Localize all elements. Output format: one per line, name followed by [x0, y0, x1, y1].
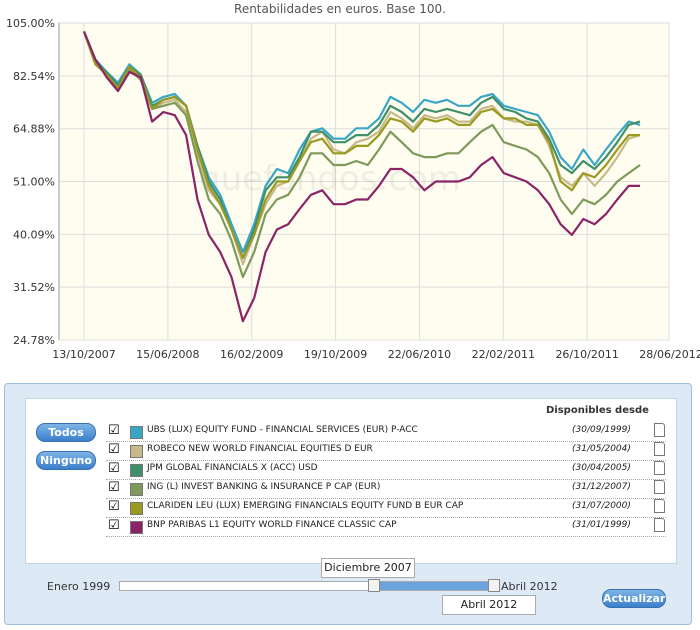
fund-checkbox[interactable]: ☑	[108, 461, 120, 476]
fund-name: JPM GLOBAL FINANCIALS X (ACC) USD	[147, 463, 318, 473]
y-tick-label: 82.54%	[13, 70, 55, 83]
slider-start-handle[interactable]	[368, 579, 381, 592]
fund-row: ☑ ROBECO NEW WORLD FINANCIAL EQUITIES D E…	[106, 442, 666, 461]
slider-end-handle[interactable]	[488, 579, 500, 592]
fund-row: ☑ JPM GLOBAL FINANCIALS X (ACC) USD (30/04…	[106, 461, 666, 480]
series-line-1	[82, 31, 641, 254]
select-none-button[interactable]: Ninguno	[36, 451, 96, 470]
fund-checkbox[interactable]: ☑	[108, 423, 120, 438]
series-line-4	[82, 31, 641, 279]
fund-available-date: (30/09/1999)	[572, 425, 631, 435]
fund-row: ☑ UBS (LUX) EQUITY FUND - FINANCIAL SERVI…	[106, 423, 666, 442]
series-line-6	[82, 31, 640, 323]
x-tick-label: 22/06/2010	[388, 348, 451, 361]
fund-available-date: (31/01/1999)	[572, 520, 631, 530]
y-tick-label: 24.78%	[13, 334, 55, 347]
fund-name: ING (L) INVEST BANKING & INSURANCE P CAP…	[147, 482, 381, 492]
fund-color-swatch	[130, 502, 143, 515]
x-tick-label: 15/06/2008	[136, 348, 199, 361]
fund-row: ☑ CLARIDEN LEU (LUX) EMERGING FINANCIALS …	[106, 499, 666, 518]
series-line-5	[82, 31, 640, 260]
fund-color-swatch	[130, 464, 143, 477]
x-tick-label: 16/02/2009	[220, 348, 283, 361]
fund-name: ROBECO NEW WORLD FINANCIAL EQUITIES D EU…	[147, 444, 373, 454]
fund-checkbox[interactable]: ☑	[108, 518, 120, 533]
document-icon[interactable]	[654, 442, 665, 456]
fund-available-date: (31/12/2007)	[572, 482, 631, 492]
x-tick-label: 28/06/2012	[639, 348, 700, 361]
chart-title: Rentabilidades en euros. Base 100.	[234, 2, 446, 16]
document-icon[interactable]	[654, 518, 665, 532]
document-icon[interactable]	[654, 499, 665, 513]
fund-name: CLARIDEN LEU (LUX) EMERGING FINANCIALS E…	[147, 501, 464, 511]
update-button[interactable]: Actualizar	[602, 589, 666, 608]
fund-color-swatch	[130, 445, 143, 458]
fund-available-date: (30/04/2005)	[572, 463, 631, 473]
fund-checkbox[interactable]: ☑	[108, 442, 120, 457]
fund-name: UBS (LUX) EQUITY FUND - FINANCIAL SERVIC…	[147, 425, 418, 435]
x-tick-label: 19/10/2009	[304, 348, 367, 361]
series-line-2	[82, 31, 641, 266]
slider-start-tooltip: Diciembre 2007	[321, 558, 415, 578]
watermark: quefondos.com	[199, 159, 461, 199]
available-since-header: Disponibles desde	[546, 405, 649, 416]
fund-color-swatch	[130, 483, 143, 496]
y-tick-label: 64.88%	[13, 123, 55, 136]
fund-available-date: (31/07/2000)	[572, 501, 631, 511]
fund-selector-panel: Disponibles desde ☑ UBS (LUX) EQUITY FUND…	[4, 383, 692, 625]
fund-available-date: (31/05/2004)	[572, 444, 631, 454]
slider-selected-range	[373, 582, 498, 590]
fund-list-box: Disponibles desde ☑ UBS (LUX) EQUITY FUND…	[25, 398, 677, 564]
select-all-button[interactable]: Todos	[36, 423, 96, 442]
document-icon[interactable]	[654, 480, 665, 494]
fund-color-swatch	[130, 426, 143, 439]
fund-row: ☑ BNP PARIBAS L1 EQUITY WORLD FINANCE CLA…	[106, 518, 666, 537]
fund-color-swatch	[130, 521, 143, 534]
x-tick-label: 22/02/2011	[472, 348, 535, 361]
fund-checkbox[interactable]: ☑	[108, 499, 120, 514]
y-tick-label: 40.09%	[13, 228, 55, 241]
x-tick-label: 13/10/2007	[52, 348, 115, 361]
returns-line-chart: 105.00% 82.54% 64.88% 51.00% 40.09% 31.52% 24.…	[6, 17, 700, 361]
y-tick-label: 51.00%	[13, 176, 55, 189]
fund-row: ☑ ING (L) INVEST BANKING & INSURANCE P CA…	[106, 480, 666, 499]
date-range-slider[interactable]	[119, 579, 500, 592]
y-tick-label: 31.52%	[13, 281, 55, 294]
fund-checkbox[interactable]: ☑	[108, 480, 120, 495]
y-tick-label: 105.00%	[6, 17, 55, 30]
fund-name: BNP PARIBAS L1 EQUITY WORLD FINANCE CLAS…	[147, 520, 397, 530]
x-tick-label: 26/10/2011	[555, 348, 618, 361]
slider-min-label: Enero 1999	[47, 580, 111, 593]
document-icon[interactable]	[654, 423, 665, 437]
slider-max-label: Abril 2012	[501, 580, 558, 593]
slider-end-tooltip: Abril 2012	[442, 595, 536, 615]
document-icon[interactable]	[654, 461, 665, 475]
